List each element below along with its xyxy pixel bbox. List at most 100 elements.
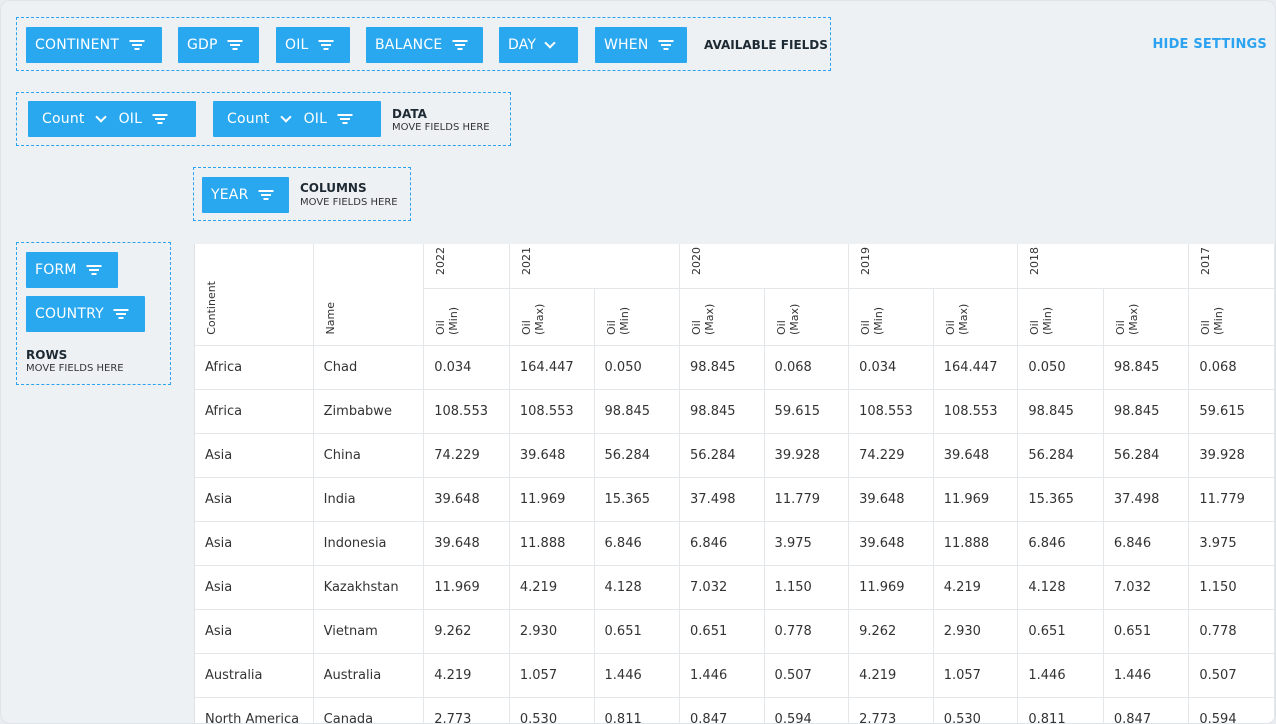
cell-value[interactable]: 0.034 (423, 345, 510, 390)
cell-value[interactable]: 0.034 (848, 345, 934, 390)
cell-value[interactable]: 0.778 (764, 609, 850, 654)
filter-icon[interactable] (86, 264, 102, 276)
measure-header[interactable]: Oil (Max) (764, 288, 850, 346)
cell-value[interactable]: 108.553 (509, 389, 595, 434)
cell-value[interactable]: 6.846 (679, 521, 765, 566)
cell-value[interactable]: 4.219 (933, 565, 1019, 610)
cell-value[interactable]: 56.284 (679, 433, 765, 478)
cell-value[interactable]: 39.928 (764, 433, 850, 478)
cell-value[interactable]: 164.447 (509, 345, 595, 390)
cell-value[interactable]: 11.888 (933, 521, 1019, 566)
chevron-down-icon[interactable] (279, 111, 292, 123)
cell-value[interactable]: 4.219 (848, 653, 934, 698)
cell-value[interactable]: 0.811 (1017, 697, 1104, 723)
available-fields-zone[interactable] (16, 17, 831, 71)
year-header-2022[interactable]: 2022 (423, 244, 510, 289)
cell-continent[interactable]: Africa (195, 345, 314, 390)
row-field-country[interactable]: COUNTRY (26, 296, 145, 332)
cell-value[interactable]: 39.928 (1188, 433, 1275, 478)
cell-name[interactable]: Indonesia (313, 521, 425, 566)
cell-value[interactable]: 39.648 (848, 477, 934, 522)
cell-value[interactable]: 1.446 (594, 653, 681, 698)
cell-value[interactable]: 1.150 (1188, 565, 1275, 610)
cell-value[interactable]: 1.446 (1017, 653, 1104, 698)
cell-value[interactable]: 15.365 (1017, 477, 1104, 522)
measure-header[interactable]: Oil (Min) (423, 288, 510, 346)
cell-value[interactable]: 0.594 (764, 697, 850, 723)
year-header-2017[interactable]: 2017 (1188, 244, 1275, 289)
cell-value[interactable]: 98.845 (679, 389, 765, 434)
cell-value[interactable]: 39.648 (423, 477, 510, 522)
cell-value[interactable]: 1.446 (679, 653, 765, 698)
cell-value[interactable]: 56.284 (1017, 433, 1104, 478)
cell-value[interactable]: 11.969 (933, 477, 1019, 522)
cell-value[interactable]: 98.845 (679, 345, 765, 390)
field-chip-gdp[interactable]: GDP (178, 27, 259, 63)
cell-value[interactable]: 1.150 (764, 565, 850, 610)
row-header-continent[interactable]: Continent (195, 244, 314, 346)
cell-value[interactable]: 11.888 (509, 521, 595, 566)
cell-value[interactable]: 0.594 (1188, 697, 1275, 723)
cell-value[interactable]: 0.847 (679, 697, 765, 723)
cell-value[interactable]: 9.262 (848, 609, 934, 654)
pivot-grid[interactable]: Continent Name 2022 2021 2020 2019 2018 … (194, 244, 1275, 723)
measure-header[interactable]: Oil (Min) (1188, 288, 1275, 346)
cell-value[interactable]: 0.811 (594, 697, 681, 723)
field-chip-day[interactable]: DAY (499, 27, 578, 63)
row-header-name[interactable]: Name (313, 244, 425, 346)
cell-name[interactable]: Zimbabwe (313, 389, 425, 434)
cell-value[interactable]: 0.847 (1103, 697, 1190, 723)
measure-header[interactable]: Oil (Max) (933, 288, 1019, 346)
cell-value[interactable]: 0.651 (679, 609, 765, 654)
cell-value[interactable]: 0.778 (1188, 609, 1275, 654)
cell-value[interactable]: 74.229 (423, 433, 510, 478)
filter-icon[interactable] (152, 113, 168, 125)
filter-icon[interactable] (337, 113, 353, 125)
cell-value[interactable]: 6.846 (594, 521, 681, 566)
filter-icon[interactable] (318, 39, 334, 51)
cell-value[interactable]: 39.648 (933, 433, 1019, 478)
cell-value[interactable]: 0.050 (594, 345, 681, 390)
measure-header[interactable]: Oil (Max) (509, 288, 595, 346)
cell-value[interactable]: 6.846 (1017, 521, 1104, 566)
field-chip-balance[interactable]: BALANCE (366, 27, 483, 63)
cell-value[interactable]: 11.779 (764, 477, 850, 522)
cell-value[interactable]: 6.846 (1103, 521, 1190, 566)
cell-value[interactable]: 0.050 (1017, 345, 1104, 390)
cell-continent[interactable]: Asia (195, 433, 314, 478)
data-field-count-oil-1[interactable]: Count OIL (28, 101, 196, 137)
cell-continent[interactable]: Asia (195, 609, 314, 654)
cell-value[interactable]: 7.032 (1103, 565, 1190, 610)
cell-continent[interactable]: Asia (195, 565, 314, 610)
cell-value[interactable]: 11.969 (848, 565, 934, 610)
measure-header[interactable]: Oil (Min) (848, 288, 934, 346)
cell-value[interactable]: 37.498 (1103, 477, 1190, 522)
cell-name[interactable]: Chad (313, 345, 425, 390)
cell-value[interactable]: 4.128 (594, 565, 681, 610)
filter-icon[interactable] (113, 308, 129, 320)
filter-icon[interactable] (258, 189, 274, 201)
cell-value[interactable]: 59.615 (1188, 389, 1275, 434)
chevron-down-icon[interactable] (544, 37, 556, 49)
cell-continent[interactable]: Asia (195, 477, 314, 522)
cell-value[interactable]: 164.447 (933, 345, 1019, 390)
cell-value[interactable]: 11.779 (1188, 477, 1275, 522)
cell-value[interactable]: 0.068 (1188, 345, 1275, 390)
measure-header[interactable]: Oil (Max) (679, 288, 765, 346)
cell-value[interactable]: 39.648 (848, 521, 934, 566)
cell-value[interactable]: 2.930 (933, 609, 1019, 654)
cell-value[interactable]: 39.648 (423, 521, 510, 566)
data-field-count-oil-2[interactable]: Count OIL (213, 101, 381, 137)
cell-continent[interactable]: Australia (195, 653, 314, 698)
field-chip-oil[interactable]: OIL (276, 27, 350, 63)
cell-value[interactable]: 1.446 (1103, 653, 1190, 698)
chevron-down-icon[interactable] (94, 111, 107, 123)
cell-value[interactable]: 108.553 (423, 389, 510, 434)
column-field-year[interactable]: YEAR (202, 177, 289, 213)
filter-icon[interactable] (129, 39, 145, 51)
hide-settings-link[interactable]: HIDE SETTINGS (1152, 37, 1267, 52)
cell-value[interactable]: 2.773 (423, 697, 510, 723)
year-header-2020[interactable]: 2020 (679, 244, 850, 289)
filter-icon[interactable] (452, 39, 468, 51)
cell-name[interactable]: Kazakhstan (313, 565, 425, 610)
